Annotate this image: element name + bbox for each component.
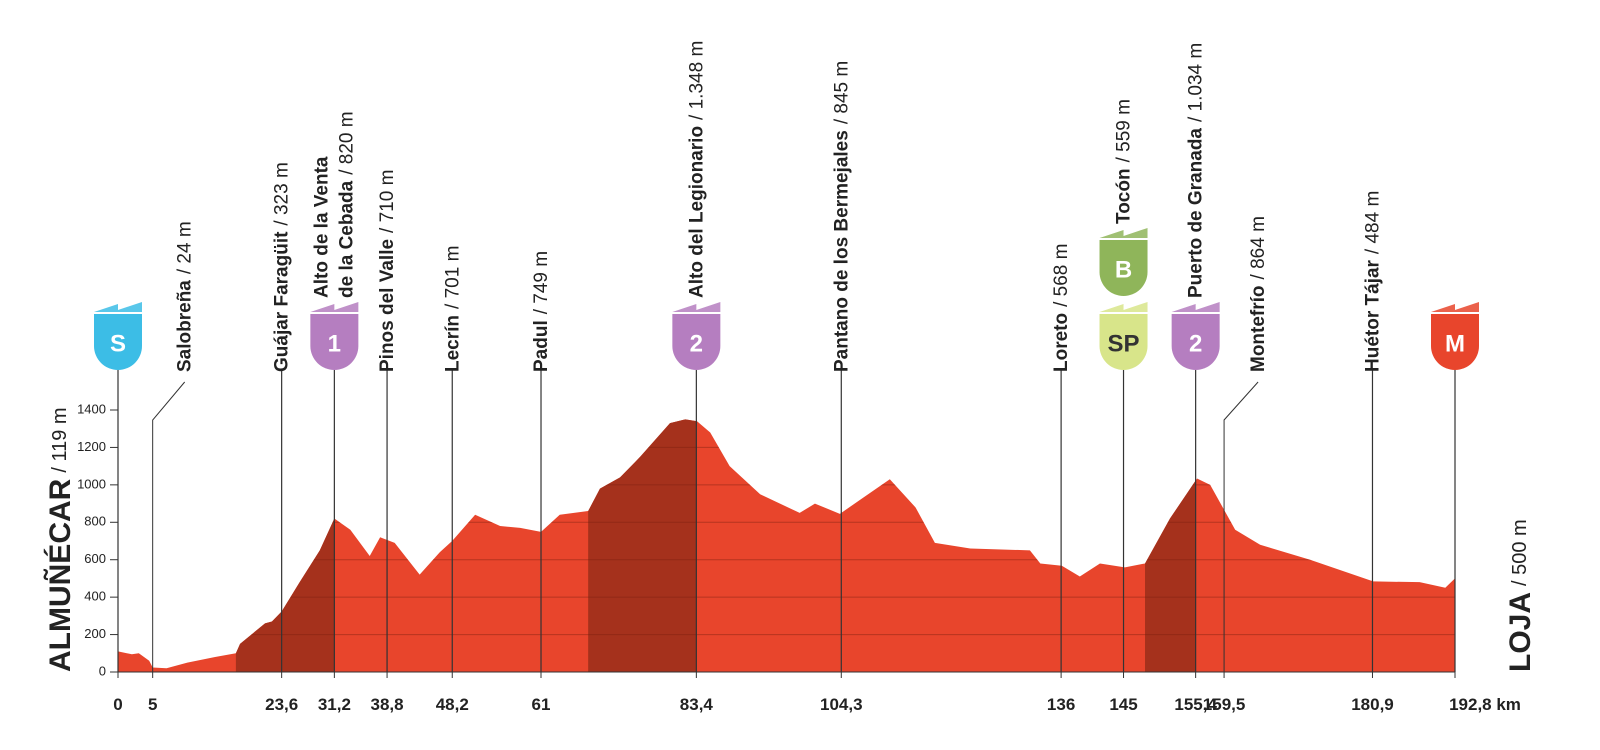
climb-section (588, 419, 697, 672)
x-tick-label: 38,8 (371, 695, 404, 714)
waypoint-label: Guájar Faragüit / 323 m (271, 162, 292, 372)
badge (310, 314, 359, 370)
x-tick-label: 180,9 (1351, 695, 1394, 714)
badge (1171, 314, 1220, 370)
waypoint-label: Lecrín / 701 m (442, 246, 463, 372)
y-tick-label: 200 (84, 626, 106, 641)
badge-label: 2 (1189, 331, 1202, 358)
leader-line (152, 381, 186, 672)
waypoint-label: Salobreña / 24 m (174, 221, 195, 372)
climb-section (235, 419, 335, 672)
x-tick-label: 0 (113, 695, 122, 714)
waypoint-altitude: / 484 m (1362, 191, 1383, 254)
badge-label: 2 (690, 331, 703, 358)
waypoint-label: Montefrío / 864 m (1248, 216, 1269, 372)
waypoint-label: Pinos del Valle / 710 m (377, 170, 398, 372)
finish-name: LOJA (1504, 592, 1537, 672)
climb-section (1145, 419, 1196, 672)
x-tick-label: 83,4 (680, 695, 714, 714)
x-tick-label: 23,6 (265, 695, 298, 714)
waypoint-name: Guájar Faragüit (271, 231, 292, 372)
badge (1431, 314, 1479, 370)
waypoint-label: Alto del Legionario / 1.348 m (686, 41, 707, 298)
badge (94, 314, 142, 370)
badge-top (672, 302, 721, 312)
badge-label: S (110, 331, 126, 358)
waypoint-name: de la Cebada (336, 180, 357, 298)
waypoint-name: Montefrío (1248, 285, 1269, 372)
badge-top (1099, 228, 1148, 238)
waypoint-altitude: / 559 m (1113, 99, 1134, 162)
waypoint-name: Lecrín (442, 315, 463, 372)
badge-top (1171, 302, 1220, 312)
y-tick-label: 600 (84, 551, 106, 566)
badge (1099, 240, 1148, 296)
waypoint-altitude: / 323 m (271, 162, 292, 225)
waypoint-label: Pantano de los Bermejales / 845 m (831, 61, 852, 372)
waypoint-altitude: / 701 m (442, 246, 463, 309)
waypoint-name: Puerto de Granada (1185, 128, 1206, 298)
badge-label: SP (1108, 331, 1140, 358)
badge-top (1099, 302, 1148, 312)
waypoint-altitude: / 710 m (377, 170, 398, 233)
waypoint-name: Huétor Tájar (1362, 259, 1383, 372)
waypoint-altitude: / 1.348 m (686, 41, 707, 120)
waypoint-altitude: / 568 m (1051, 244, 1072, 307)
waypoint-label: Puerto de Granada / 1.034 m (1185, 43, 1206, 298)
y-tick-label: 1200 (77, 439, 106, 454)
badge (1099, 314, 1148, 370)
badge-label: B (1115, 257, 1132, 284)
x-tick-label: 192,8 km (1449, 695, 1521, 714)
waypoint-altitude: / 864 m (1248, 216, 1269, 279)
y-tick-label: 1000 (77, 476, 106, 491)
waypoint-altitude: / 845 m (831, 61, 852, 124)
badge (672, 314, 721, 370)
x-tick-label: 159,5 (1203, 695, 1246, 714)
waypoint-name: Alto de la Venta (311, 156, 332, 298)
waypoint-name: Padul (531, 320, 552, 372)
waypoint-label: de la Cebada / 820 m (336, 111, 357, 298)
waypoint-name: Loreto (1051, 313, 1072, 372)
x-tick-label: 136 (1047, 695, 1075, 714)
badge-label: 1 (328, 331, 341, 358)
waypoint-name: Alto del Legionario (686, 126, 707, 298)
waypoint-name: Tocón (1113, 168, 1134, 224)
waypoint-name: Salobreña (174, 280, 195, 372)
waypoint-altitude: / 820 m (336, 111, 357, 174)
waypoint-altitude: / 1.034 m (1185, 43, 1206, 122)
finish-altitude: / 500 m (1509, 519, 1531, 586)
x-tick-label: 31,2 (318, 695, 351, 714)
waypoint-label: Loreto / 568 m (1051, 244, 1072, 372)
x-tick-label: 5 (148, 695, 157, 714)
x-tick-label: 145 (1109, 695, 1137, 714)
waypoint-name: Pantano de los Bermejales (831, 130, 852, 372)
x-tick-label: 104,3 (820, 695, 863, 714)
waypoint-altitude: / 24 m (174, 221, 195, 274)
start-name: ALMUÑÉCAR (43, 478, 77, 672)
waypoint-label: Alto de la Venta (311, 156, 332, 298)
waypoint-label: Huétor Tájar / 484 m (1362, 191, 1383, 372)
y-tick-label: 0 (99, 663, 106, 678)
y-tick-label: 1400 (77, 401, 106, 416)
waypoint-altitude: / 749 m (531, 251, 552, 314)
badge-top (94, 302, 142, 312)
badge-label: M (1445, 331, 1465, 358)
start-label: ALMUÑÉCAR / 119 m (43, 407, 77, 672)
y-tick-label: 800 (84, 514, 106, 529)
badge-top (1431, 302, 1479, 312)
x-tick-label: 61 (532, 695, 551, 714)
start-altitude: / 119 m (49, 407, 71, 472)
leader-line (1223, 381, 1259, 672)
y-tick-label: 400 (84, 589, 106, 604)
x-tick-label: 48,2 (436, 695, 469, 714)
waypoint-label: Tocón / 559 m (1113, 99, 1134, 224)
badge-top (310, 302, 359, 312)
waypoint-label: Padul / 749 m (531, 251, 552, 372)
finish-label: LOJA / 500 m (1504, 519, 1537, 672)
waypoint-name: Pinos del Valle (377, 239, 398, 372)
x-tick-label: 155,4 (1174, 695, 1217, 714)
